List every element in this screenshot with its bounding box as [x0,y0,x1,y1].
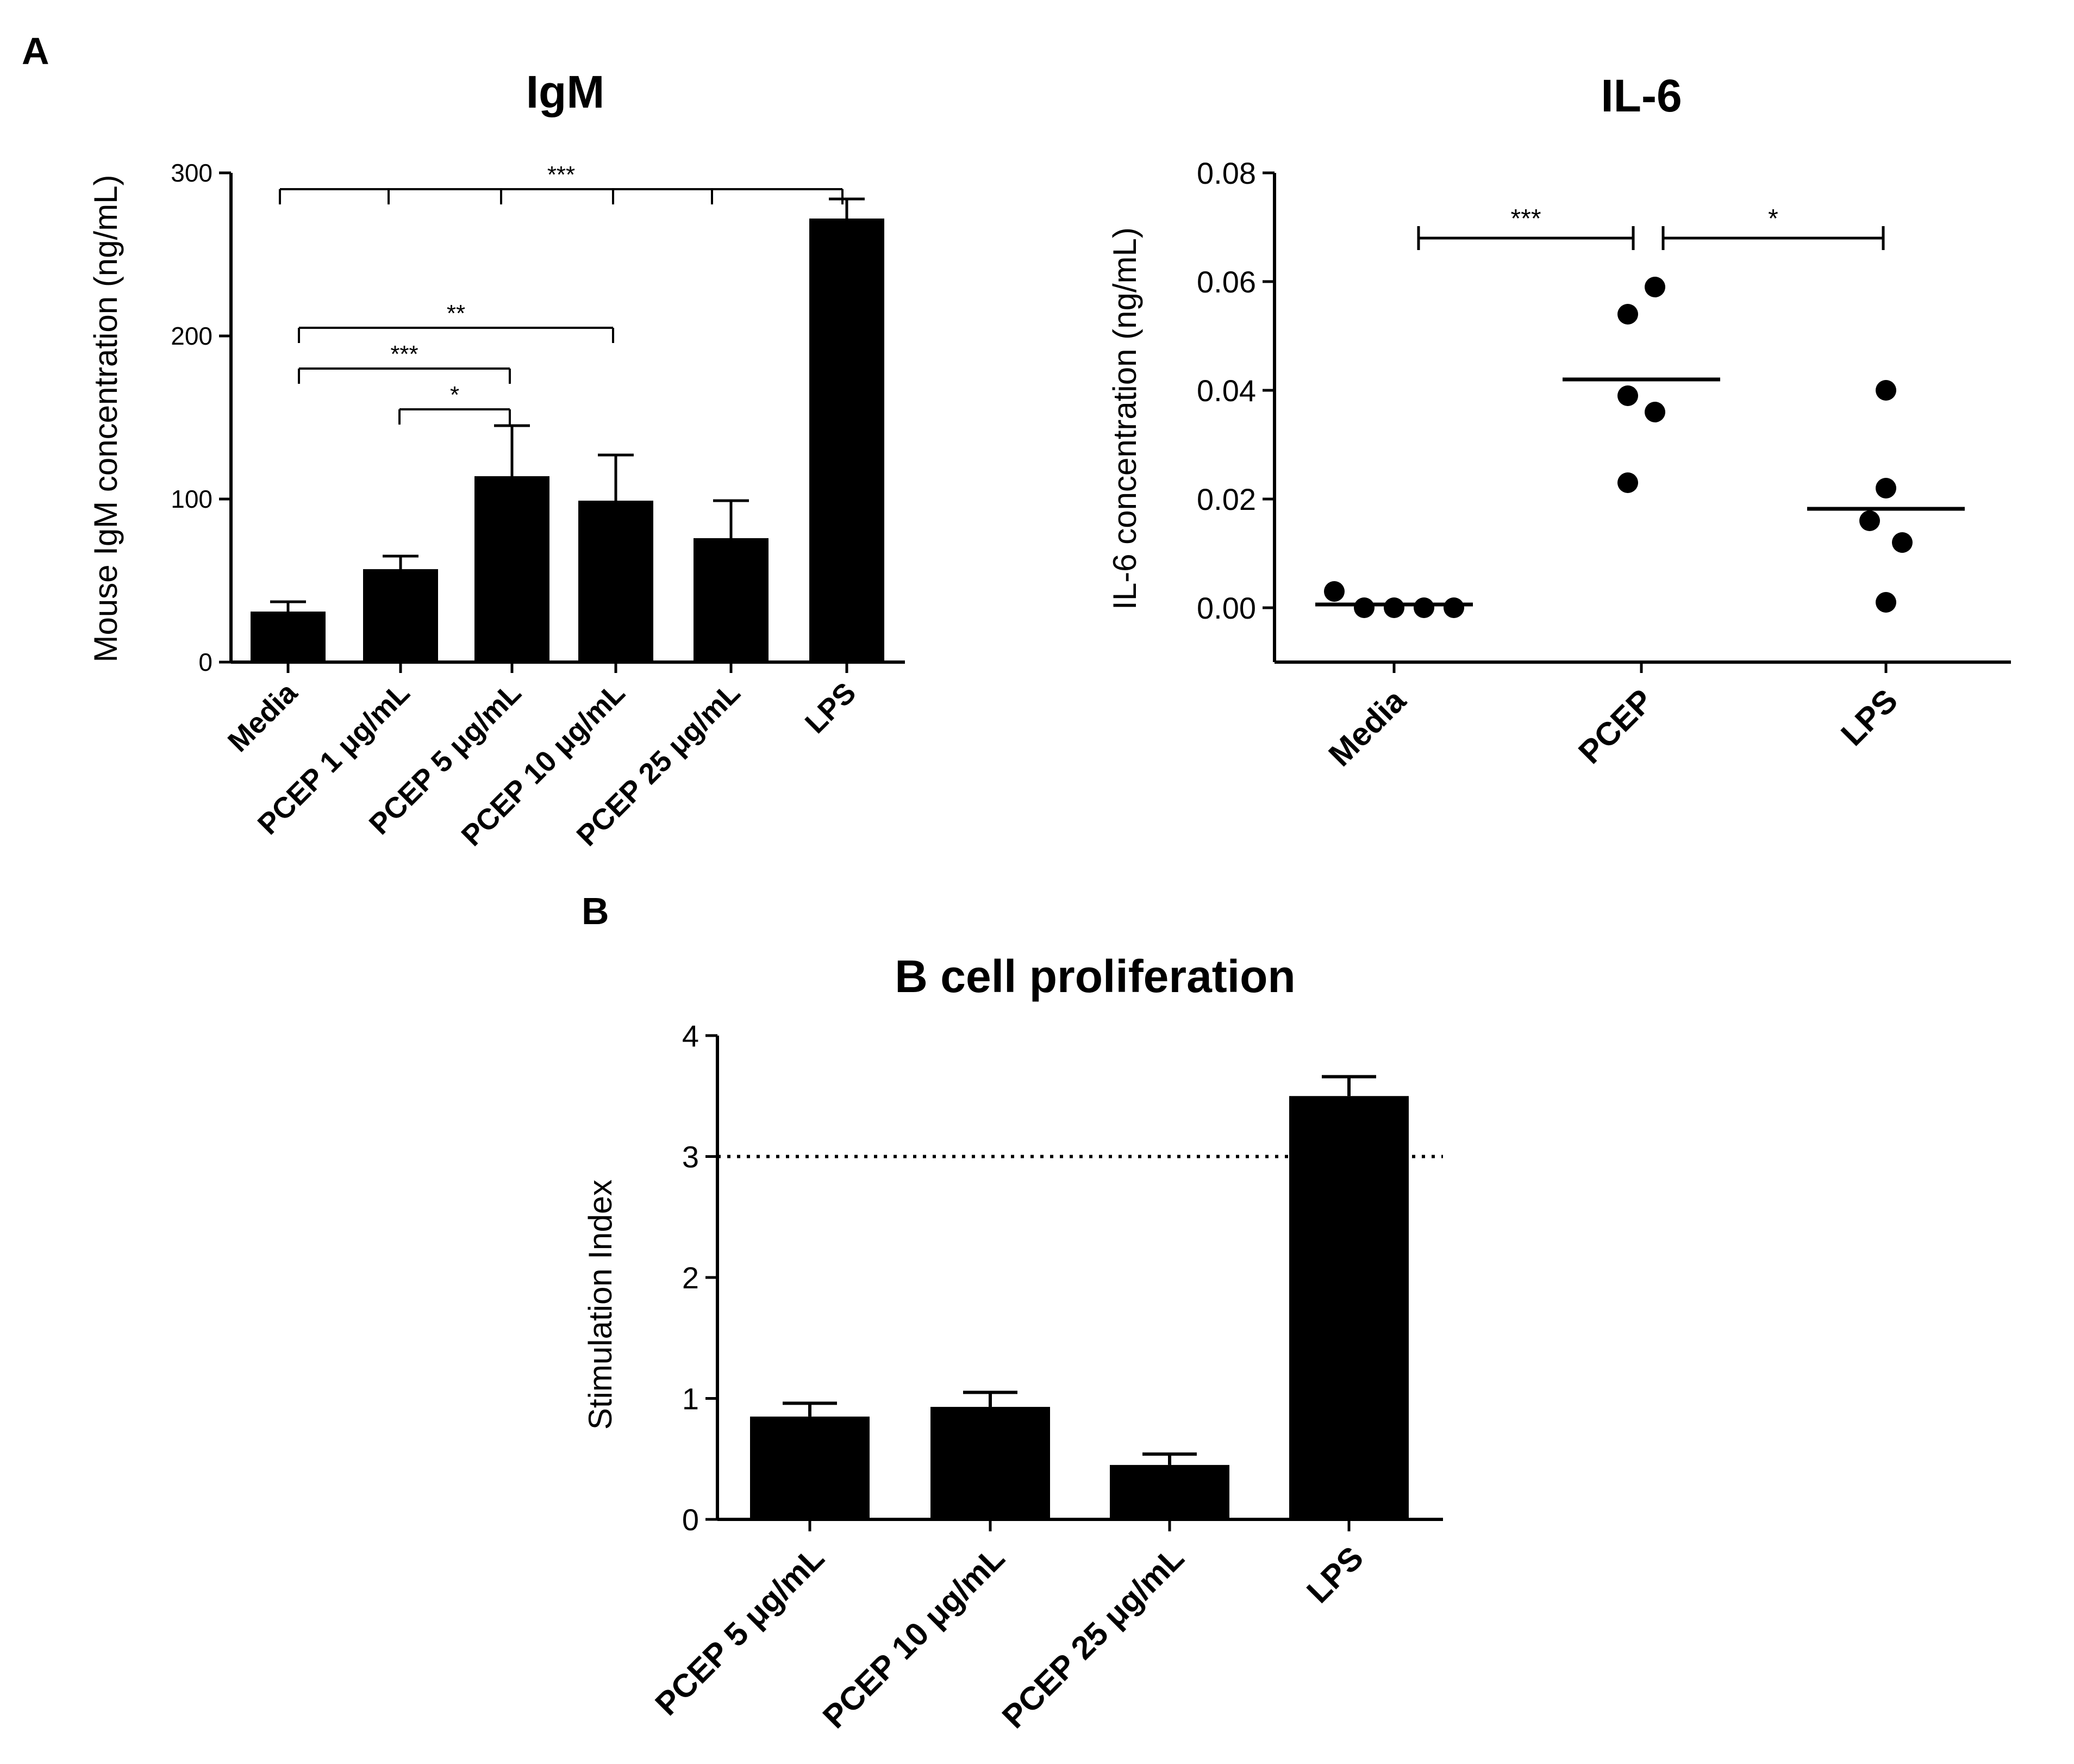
igm-bar [578,501,653,662]
panel-label-a: A [22,30,49,72]
igm-y-tick-label: 100 [171,485,213,513]
il6-y-tick-label: 0.06 [1197,265,1256,299]
il6-data-point [1859,510,1880,531]
bcell-y-tick-label: 4 [682,1019,699,1053]
igm-bar [251,612,326,662]
bcell-y-tick-label: 1 [682,1382,699,1416]
il6-data-point [1876,592,1896,613]
il6-data-point [1876,380,1896,401]
il6-data-point [1876,478,1896,498]
il6-data-point [1384,597,1404,618]
igm-significance-label: *** [390,341,418,367]
il6-data-point [1892,532,1913,553]
panel-label-b: B [582,890,609,932]
il6-y-tick-label: 0.04 [1197,373,1256,408]
igm-y-axis-label: Mouse IgM concentration (ng/mL) [88,174,124,662]
il6-data-point [1617,472,1638,493]
igm-title: IgM [526,66,605,117]
il6-y-tick-label: 0.08 [1197,156,1256,190]
il6-data-point [1617,385,1638,406]
bcell-y-axis-label: Stimulation Index [582,1180,619,1430]
igm-bar [474,476,549,662]
igm-y-tick-label: 300 [171,159,213,187]
bcell-title: B cell proliferation [895,951,1295,1002]
il6-data-point [1444,597,1464,618]
igm-significance-label: *** [547,161,575,188]
igm-significance-label: ** [447,300,465,327]
bcell-y-tick-label: 0 [682,1503,699,1537]
il6-title: IL-6 [1601,70,1682,121]
il6-y-axis-label: IL-6 concentration (ng/mL) [1107,227,1143,610]
bcell-bar [1110,1464,1229,1519]
il6-data-point [1645,277,1665,297]
il6-data-point [1617,304,1638,325]
il6-data-point [1414,597,1434,618]
il6-significance-label: *** [1510,204,1541,233]
bcell-y-tick-label: 3 [682,1140,699,1174]
il6-data-point [1324,581,1345,602]
igm-y-tick-label: 0 [198,648,213,676]
igm-bar [363,569,438,662]
igm-significance-label: * [450,382,459,408]
bcell-y-tick-label: 2 [682,1261,699,1295]
igm-bar [694,538,769,662]
il6-significance-label: * [1768,204,1778,233]
igm-bar [809,219,884,662]
igm-y-tick-label: 200 [171,322,213,350]
il6-y-tick-label: 0.02 [1197,482,1256,516]
il6-data-point [1354,597,1375,618]
il6-y-tick-label: 0.00 [1197,591,1256,625]
il6-data-point [1645,402,1665,422]
bcell-bar [930,1407,1050,1519]
bcell-bar [1289,1096,1409,1519]
bcell-bar [750,1416,870,1519]
